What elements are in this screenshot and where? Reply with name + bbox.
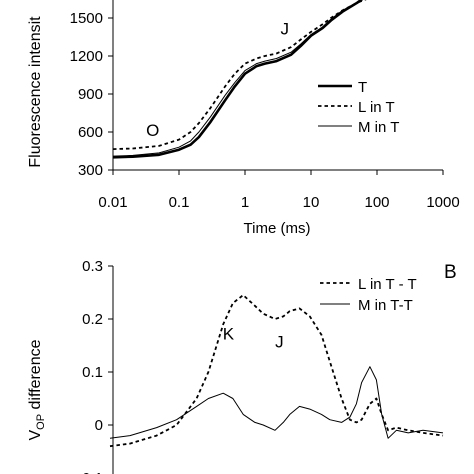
panel-b-y-tick-label: -0.1 bbox=[77, 470, 103, 474]
panel-b-series-line-1 bbox=[109, 294, 444, 448]
panel-a-legend-label: M in T bbox=[358, 119, 399, 136]
panel-a-x-tick-label: 1 bbox=[241, 194, 249, 211]
panel-b-y-tick-label: 0 bbox=[95, 417, 103, 434]
panel-a-annotation: J bbox=[280, 19, 289, 38]
panel-b-y-tick-label: 0.2 bbox=[82, 311, 103, 328]
panel-a-legend: T L in T M in T bbox=[318, 79, 399, 136]
panel-a-x-tick-label: 0.01 bbox=[98, 194, 127, 211]
panel-b-y-ticks: 0.3 0.2 0.1 0 -0.1 bbox=[77, 258, 113, 474]
panel-a-annotation: O bbox=[146, 121, 159, 140]
panel-a-x-tick-label: 1000 bbox=[426, 194, 459, 211]
panel-a-y-tick-label: 900 bbox=[78, 86, 103, 103]
panel-a-legend-label: L in T bbox=[358, 99, 395, 116]
panel-b-legend-label: M in T-T bbox=[358, 297, 413, 314]
panel-a-legend-label: T bbox=[358, 79, 367, 96]
panel-b-legend: L in T - T M in T-T bbox=[320, 276, 417, 314]
panel-a-y-ticks: 300 600 900 1200 1500 bbox=[70, 10, 113, 179]
panel-b-y-tick-label: 0.1 bbox=[82, 364, 103, 381]
panel-b-y-axis-label: VOP difference bbox=[27, 339, 47, 440]
panel-a-series-line-1 bbox=[112, 0, 364, 159]
panel-a-y-tick-label: 300 bbox=[78, 162, 103, 179]
panel-a-x-tick-label: 100 bbox=[364, 194, 389, 211]
panel-a-y-tick-label: 600 bbox=[78, 124, 103, 141]
panel-a-x-tick-label: 0.1 bbox=[169, 194, 190, 211]
panel-b-y-tick-label: 0.3 bbox=[82, 258, 103, 275]
panel-a-y-tick-label: 1500 bbox=[70, 10, 103, 27]
panel-a-series-line-3 bbox=[112, 0, 362, 157]
panel-b-annotation: J bbox=[275, 333, 284, 352]
panel-b-legend-label: L in T - T bbox=[358, 276, 417, 293]
panel-b-series-line-2 bbox=[109, 366, 444, 439]
panel-a-series bbox=[112, 0, 367, 159]
panel-a-x-ticks: 0.01 0.1 1 10 100 1000 bbox=[98, 170, 460, 211]
panel-b-series bbox=[109, 294, 444, 448]
panel-a-x-axis-label: Time (ms) bbox=[244, 220, 311, 237]
panel-a-series-line-2 bbox=[112, 0, 367, 150]
panel-b-annotation: K bbox=[223, 325, 235, 344]
panel-a-annotations: OJ bbox=[146, 19, 289, 139]
panel-b: B 0.30.20.10-0.1 VOP difference KJ L in … bbox=[27, 258, 457, 474]
panel-b-label: B bbox=[444, 262, 457, 283]
panel-a-y-axis-label: Fluorescence intensit bbox=[27, 16, 44, 168]
panel-a-x-tick-label: 10 bbox=[303, 194, 320, 211]
panel-a: 300 600 900 1200 1500 0.01 0.1 1 10 100 1000 Fluo… bbox=[27, 0, 460, 237]
panel-a-y-tick-label: 1200 bbox=[70, 48, 103, 65]
